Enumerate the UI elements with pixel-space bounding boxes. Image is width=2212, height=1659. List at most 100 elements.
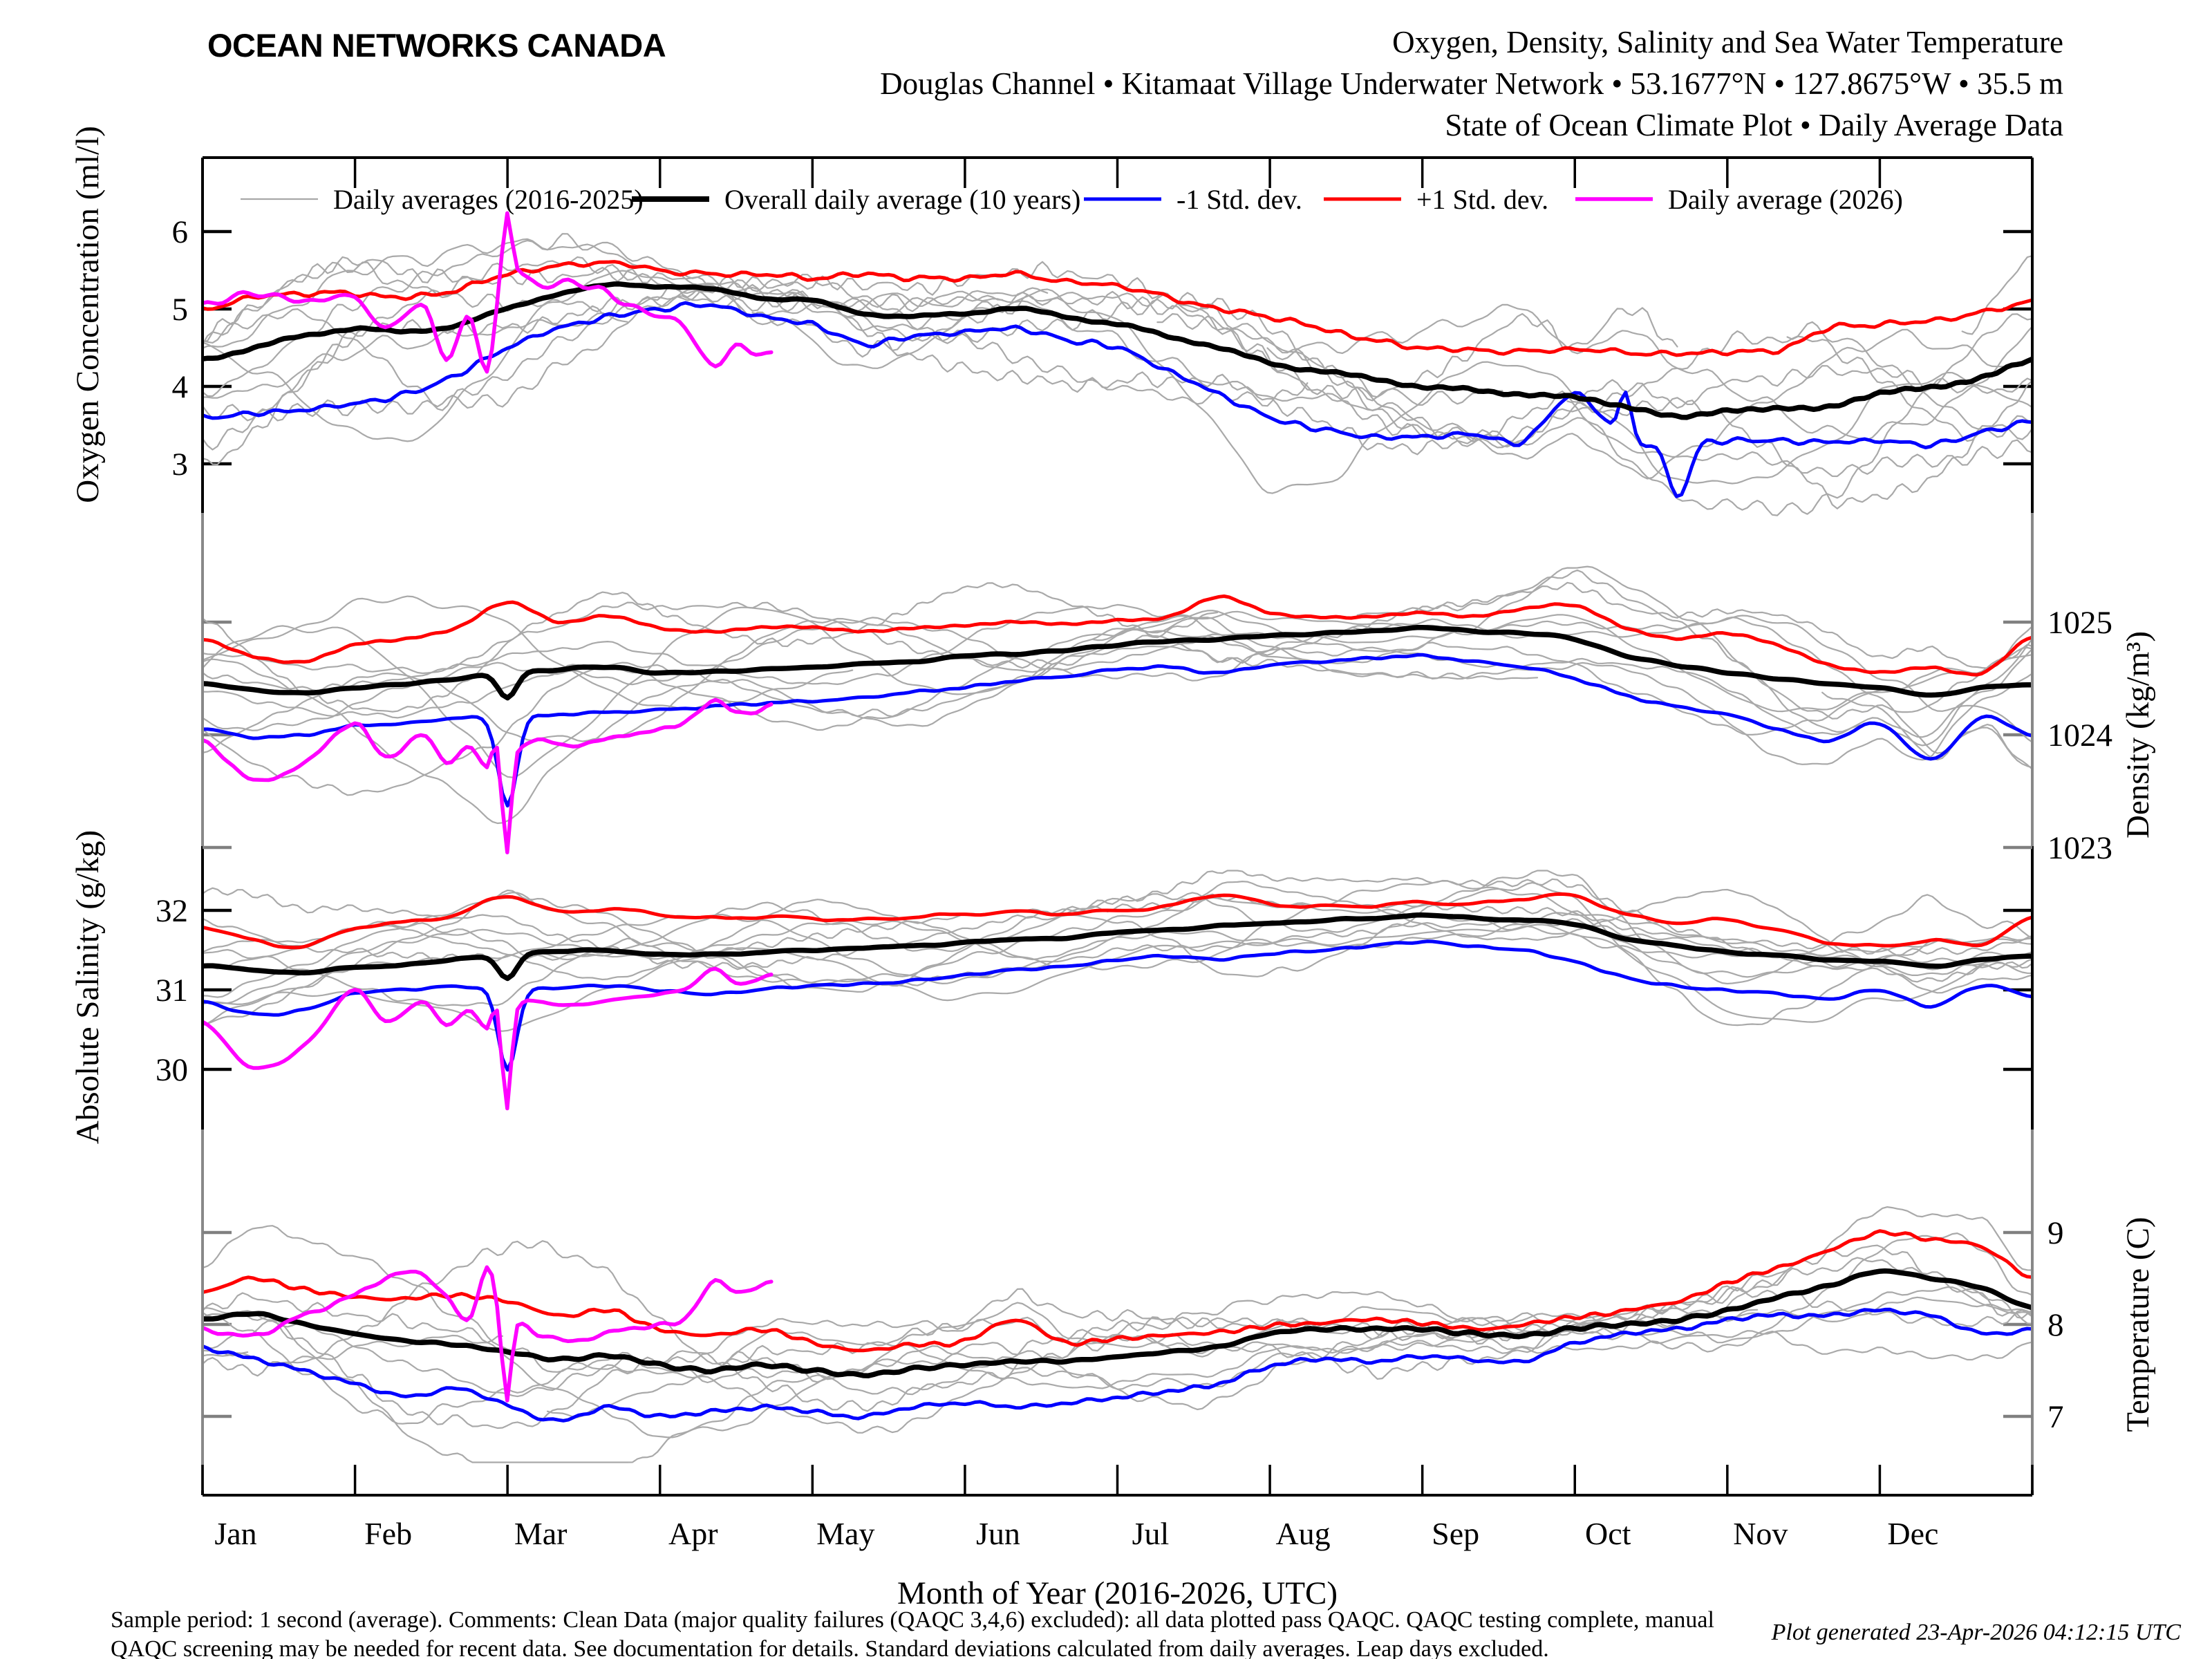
salinity-year-line bbox=[204, 892, 2031, 998]
oxygen-year-line bbox=[204, 238, 2031, 441]
x-axis-title: Month of Year (2016-2026, UTC) bbox=[897, 1575, 1338, 1611]
oxygen-tick-label-6: 6 bbox=[172, 214, 189, 250]
legend: Daily averages (2016-2025) Overall daily … bbox=[241, 184, 1903, 215]
oxygen-year-line bbox=[204, 233, 2031, 440]
plot-generated-timestamp: Plot generated 23-Apr-2026 04:12:15 UTC bbox=[1771, 1620, 2182, 1645]
density-axis-title: Density (kg/m³) bbox=[2120, 631, 2156, 838]
density-year-line bbox=[204, 565, 2031, 747]
oxygen-year-line bbox=[204, 255, 2031, 402]
footer-comments-line2: QAQC screening may be needed for recent … bbox=[111, 1636, 1549, 1659]
density-year-line bbox=[204, 617, 2031, 753]
oxygen-year-line bbox=[204, 287, 2031, 478]
plot-subtitle-location: Douglas Channel • Kitamaat Village Under… bbox=[880, 66, 2063, 101]
temperature-year-line bbox=[204, 1307, 2031, 1463]
month-label-dec: Dec bbox=[1887, 1516, 1938, 1551]
legend-label: Daily averages (2016-2025) bbox=[333, 184, 644, 215]
oxygen-series-1-std-dev bbox=[204, 260, 2031, 357]
oxygen-series-1-std-dev bbox=[204, 301, 2031, 498]
curves bbox=[204, 211, 2031, 1463]
month-label-jan: Jan bbox=[214, 1516, 256, 1551]
oxygen-tick-label-4: 4 bbox=[172, 369, 189, 405]
salinity-series-overall-daily-average-10-years bbox=[204, 912, 2031, 982]
temperature-panel bbox=[204, 1206, 2031, 1463]
salinity-year-line bbox=[204, 924, 2031, 1032]
density-series-1-std-dev bbox=[204, 653, 2031, 808]
salinity-year-line bbox=[204, 880, 2031, 1004]
temperature-axis-title: Temperature (C) bbox=[2120, 1217, 2156, 1432]
salinity-year-line bbox=[204, 893, 2031, 962]
salinity-series-1-std-dev bbox=[204, 939, 2031, 1072]
density-series-daily-average-2026 bbox=[204, 697, 774, 854]
temperature-year-line bbox=[204, 1309, 1759, 1425]
legend-label: +1 Std. dev. bbox=[1416, 184, 1548, 215]
month-label-mar: Mar bbox=[514, 1516, 568, 1551]
month-label-feb: Feb bbox=[364, 1516, 412, 1551]
oxygen-axis: 6 5 4 3 Oxygen Concentration (ml/l) bbox=[70, 126, 2032, 503]
oxygen-year-line bbox=[204, 283, 2031, 509]
onc-logo: OCEAN NETWORKS CANADA bbox=[207, 27, 666, 64]
temperature-year-line bbox=[204, 1206, 2031, 1373]
temperature-year-line bbox=[204, 1286, 2031, 1438]
density-year-line bbox=[204, 615, 2031, 825]
oxygen-year-line bbox=[204, 261, 2031, 448]
month-label-jun: Jun bbox=[976, 1516, 1020, 1551]
plot-title: Oxygen, Density, Salinity and Sea Water … bbox=[1392, 25, 2063, 59]
density-year-line bbox=[204, 645, 2031, 796]
month-axis: Jan Feb Mar Apr May Jun Jul Aug Sep Oct Nov Dec Mont… bbox=[201, 158, 2034, 1611]
density-tick-label-1025: 1025 bbox=[2047, 605, 2112, 641]
oxygen-tick-label-3: 3 bbox=[172, 447, 189, 482]
oxygen-year-line bbox=[204, 274, 2031, 516]
salinity-tick-label-31: 31 bbox=[156, 973, 188, 1009]
salinity-year-line bbox=[204, 870, 2031, 985]
salinity-panel bbox=[204, 870, 2031, 1111]
month-label-aug: Aug bbox=[1275, 1516, 1330, 1551]
month-label-nov: Nov bbox=[1733, 1516, 1788, 1551]
density-ensemble-lines bbox=[204, 565, 2031, 825]
temperature-tick-label-8: 8 bbox=[2047, 1307, 2064, 1343]
month-label-sep: Sep bbox=[1432, 1516, 1479, 1551]
footer: Sample period: 1 second (average). Comme… bbox=[111, 1607, 2181, 1659]
salinity-series-daily-average-2026 bbox=[204, 966, 774, 1111]
oxygen-year-line bbox=[204, 290, 2031, 480]
density-tick-label-1024: 1024 bbox=[2047, 718, 2112, 753]
temperature-series-1-std-dev bbox=[204, 1229, 2031, 1353]
temperature-tick-label-9: 9 bbox=[2047, 1215, 2064, 1251]
oxygen-ensemble-lines bbox=[204, 233, 2031, 516]
month-label-may: May bbox=[816, 1516, 874, 1551]
salinity-year-line bbox=[204, 881, 2031, 1027]
salinity-year-line bbox=[204, 870, 2031, 983]
plot-subtitle-type: State of Ocean Climate Plot • Daily Aver… bbox=[1445, 108, 2063, 142]
oxygen-year-line bbox=[204, 270, 2031, 494]
oxygen-series-daily-average-2026 bbox=[204, 211, 774, 374]
density-panel bbox=[204, 565, 2031, 854]
legend-label: -1 Std. dev. bbox=[1177, 184, 1302, 215]
temperature-year-line bbox=[204, 1240, 2031, 1412]
density-series-overall-daily-average-10-years bbox=[204, 624, 2031, 701]
density-tick-label-1023: 1023 bbox=[2047, 830, 2112, 866]
density-year-line bbox=[204, 628, 2031, 735]
temperature-tick-label-7: 7 bbox=[2047, 1399, 2064, 1435]
oxygen-year-line bbox=[204, 256, 2031, 451]
salinity-axis-title: Absolute Salinity (g/kg) bbox=[70, 830, 106, 1144]
legend-label: Daily average (2026) bbox=[1668, 184, 1903, 215]
salinity-series-1-std-dev bbox=[204, 892, 2031, 950]
oxygen-series-overall-daily-average-10-years bbox=[204, 281, 2031, 420]
plot-area: Jan Feb Mar Apr May Jun Jul Aug Sep Oct Nov Dec Mont… bbox=[70, 126, 2156, 1611]
oxygen-tick-label-5: 5 bbox=[172, 292, 189, 328]
salinity-tick-label-30: 30 bbox=[156, 1052, 188, 1088]
footer-comments-line1: Sample period: 1 second (average). Comme… bbox=[111, 1607, 1714, 1633]
salinity-tick-label-32: 32 bbox=[156, 893, 188, 929]
oxygen-panel bbox=[204, 211, 2031, 516]
month-label-oct: Oct bbox=[1585, 1516, 1631, 1551]
salinity-ensemble-lines bbox=[204, 870, 2031, 1032]
temperature-axis: 9 8 7 Temperature (C) bbox=[203, 1215, 2156, 1435]
oxygen-axis-title: Oxygen Concentration (ml/l) bbox=[70, 126, 106, 503]
header: OCEAN NETWORKS CANADA Oxygen, Density, S… bbox=[207, 25, 2063, 142]
salinity-axis: 32 31 30 Absolute Salinity (g/kg) bbox=[70, 830, 2032, 1144]
density-year-line bbox=[204, 616, 2031, 768]
temperature-ensemble-lines bbox=[204, 1206, 2031, 1463]
density-series-1-std-dev bbox=[204, 594, 2031, 677]
